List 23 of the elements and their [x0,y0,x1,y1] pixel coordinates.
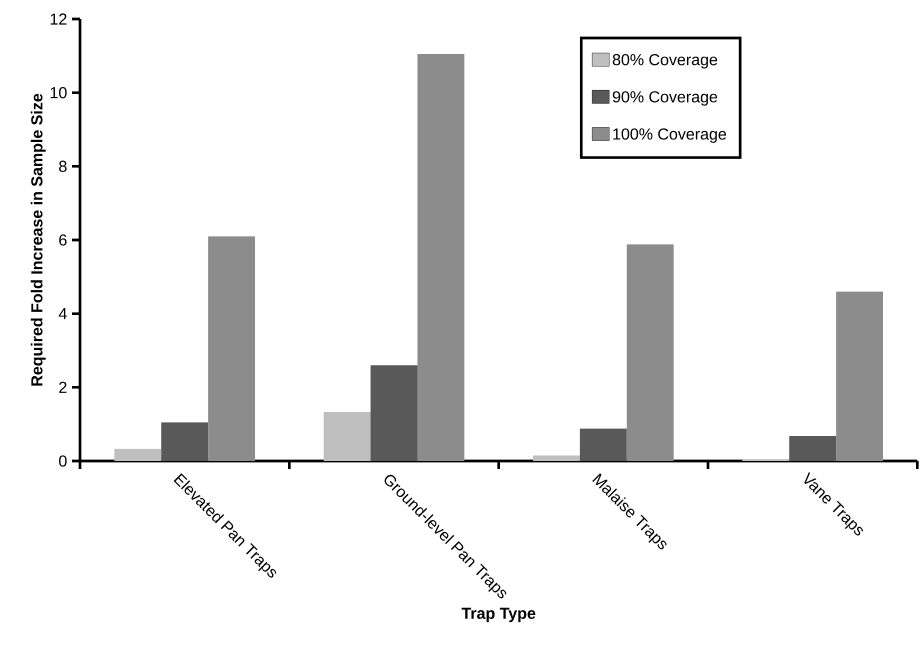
bar [789,436,836,462]
bar [208,236,256,462]
legend-label: 90% Coverage [612,91,718,106]
y-axis-title: Required Fold Increase in Sample Size [30,94,46,386]
bar [580,428,627,462]
bar [161,422,208,462]
y-tick-label: 8 [59,160,67,172]
y-tick-label: 2 [59,382,66,393]
x-axis-title: Trap Type [462,608,536,622]
bar [324,412,371,462]
y-tick-label: 12 [50,13,66,25]
y-tick-label: 6 [59,234,67,246]
legend-label: 100% Coverage [613,128,726,143]
bar [836,292,884,462]
y-tick-label: 0 [59,455,67,467]
bar [533,455,580,462]
bar [114,448,162,462]
y-tick-label: 10 [50,87,67,98]
bar [370,365,418,462]
bar [626,244,674,462]
legend-label: 80% Coverage [612,54,718,69]
bar [417,54,464,462]
y-tick-label: 4 [58,308,67,320]
